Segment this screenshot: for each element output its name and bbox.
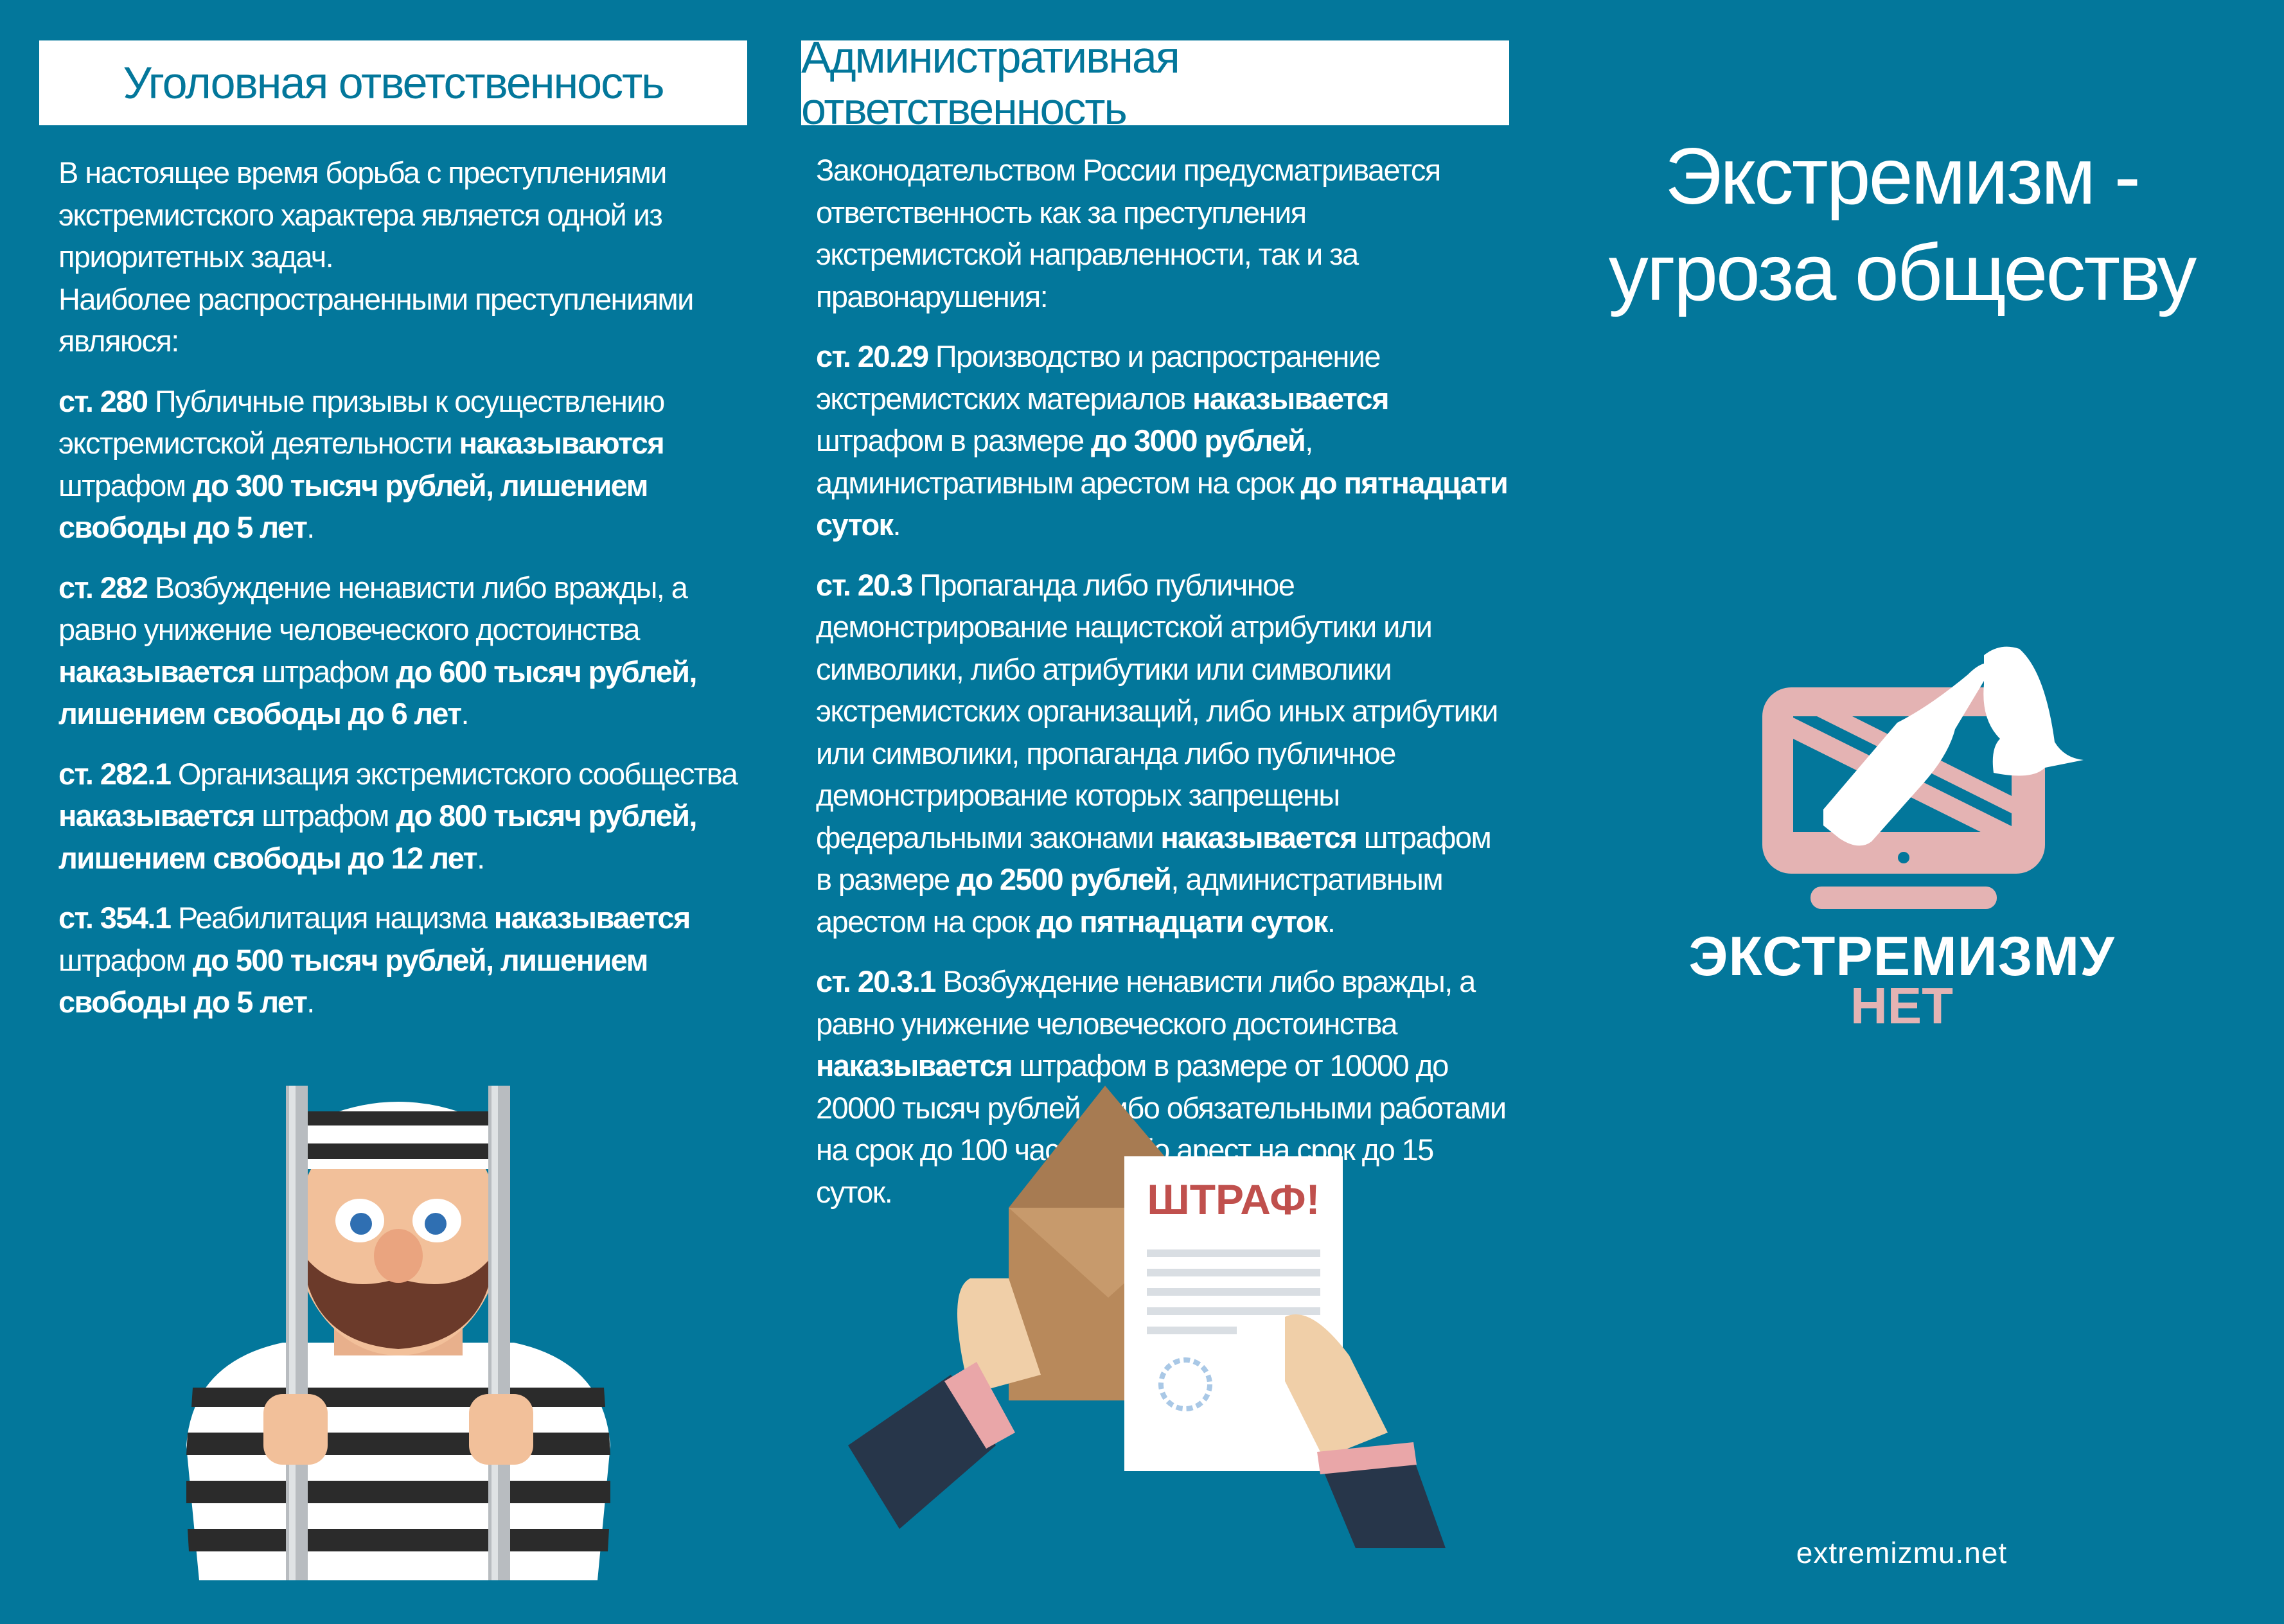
brochure-title: Экстремизм - угроза обществу xyxy=(1568,128,2236,321)
administrative-liability-text: Законодательством России предусматривает… xyxy=(816,149,1510,1231)
text-segment: Возбуждение ненависти либо вражды, а рав… xyxy=(58,570,688,647)
emphasized-text: до 2500 рублей xyxy=(957,862,1172,896)
text-segment: Пропаганда либо публичное демонстрирован… xyxy=(816,567,1498,854)
text-segment: Реабилитация нацизма xyxy=(170,901,494,935)
text-segment: штрафом xyxy=(254,799,396,833)
emphasized-text: ст. 354.1 xyxy=(58,901,172,935)
text-segment: Законодательством России предусматривает… xyxy=(816,153,1441,313)
text-segment: . xyxy=(461,696,470,730)
title-line-2: угроза обществу xyxy=(1608,229,2197,317)
emphasized-text: ст. 282.1 xyxy=(58,756,172,791)
paragraph: ст. 354.1 Реабилитация нацизма наказывае… xyxy=(58,897,739,1023)
paragraph: ст. 282.1 Организация экстремистского со… xyxy=(58,753,739,879)
paragraph: ст. 280 Публичные призывы к осуществлени… xyxy=(58,380,739,549)
text-segment: В настоящее время борьба с преступлениям… xyxy=(58,155,667,274)
text-segment: штрафом в размере xyxy=(816,423,1092,457)
text-segment: Наиболее распространенными преступлениям… xyxy=(58,281,694,358)
emphasized-text: наказывается xyxy=(1160,820,1358,854)
emphasized-text: наказывается xyxy=(816,1048,1013,1082)
paragraph: В настоящее время борьба с преступлениям… xyxy=(58,152,739,362)
text-segment: . xyxy=(1327,904,1336,939)
emphasized-text: ст. 20.29 xyxy=(816,339,929,373)
text-segment: штрафом xyxy=(254,654,396,689)
paragraph: ст. 20.3 Пропаганда либо публичное демон… xyxy=(816,564,1510,943)
website-link[interactable]: extremizmu.net xyxy=(1796,1536,2008,1569)
emphasized-text: до пятнадцати суток xyxy=(816,465,1509,542)
fine-label: ШТРАФ! xyxy=(1147,1176,1320,1223)
paragraph: ст. 282 Возбуждение ненависти либо вражд… xyxy=(58,567,739,735)
logo-text-no: НЕТ xyxy=(1850,977,1953,1034)
text-segment: . xyxy=(306,985,315,1019)
paragraph: ст. 20.29 Производство и распространение… xyxy=(816,335,1510,546)
emphasized-text: до 800 тысяч рублей, лишением свободы до… xyxy=(58,799,697,875)
emphasized-text: наказывается xyxy=(1192,381,1390,416)
emphasized-text: ст. 20.3.1 xyxy=(816,964,936,998)
title-line-1: Экстремизм - xyxy=(1665,132,2141,221)
text-segment: штрафом xyxy=(58,468,193,502)
emphasized-text: ст. 20.3 xyxy=(816,567,913,602)
text-segment: штрафом xyxy=(58,942,193,977)
text-segment: Организация экстремистского сообщества xyxy=(170,756,738,791)
administrative-liability-heading: Административная ответственность xyxy=(801,32,1509,134)
emphasized-text: наказываются xyxy=(459,426,665,460)
text-segment: , административным арестом на срок xyxy=(816,862,1444,939)
emphasized-text: наказывается xyxy=(58,799,256,833)
paragraph: Законодательством России предусматривает… xyxy=(816,149,1510,317)
emphasized-text: до 300 тысяч рублей, лишением свободы до… xyxy=(58,468,648,545)
emphasized-text: ст. 280 xyxy=(58,384,148,418)
text-segment: . xyxy=(892,508,901,542)
emphasized-text: наказывается xyxy=(493,901,691,935)
text-segment: Возбуждение ненависти либо вражды, а рав… xyxy=(816,964,1476,1041)
criminal-liability-heading: Уголовная ответственность xyxy=(39,40,747,125)
logo-text-extremism: ЭКСТРЕМИЗМУ xyxy=(1688,926,2115,987)
prisoner-behind-bars-illustration xyxy=(186,1086,610,1580)
emphasized-text: до 600 тысяч рублей, лишением свободы до… xyxy=(58,654,697,731)
text-segment: . xyxy=(477,840,485,875)
emphasized-text: ст. 282 xyxy=(58,570,148,605)
fine-letter-illustration: ШТРАФ! xyxy=(848,1086,1446,1548)
criminal-liability-text: В настоящее время борьба с преступлениям… xyxy=(58,152,739,1041)
text-segment: Производство и распространение экстремис… xyxy=(816,339,1381,416)
text-segment: , административным арестом на срок xyxy=(816,423,1313,500)
text-segment: штрафом в размере xyxy=(816,820,1492,897)
emphasized-text: до 3000 рублей xyxy=(1091,423,1306,457)
emphasized-text: наказывается xyxy=(58,654,256,689)
text-segment: Публичные призывы к осуществлению экстре… xyxy=(58,384,665,461)
text-segment: . xyxy=(306,510,315,544)
emphasized-text: до 500 тысяч рублей, лишением свободы до… xyxy=(58,942,648,1019)
tv-molotov-ban-logo-icon xyxy=(1762,646,2084,909)
emphasized-text: до пятнадцати суток xyxy=(1036,904,1328,939)
paragraph: ст. 20.3.1 Возбуждение ненависти либо вр… xyxy=(816,960,1510,1213)
